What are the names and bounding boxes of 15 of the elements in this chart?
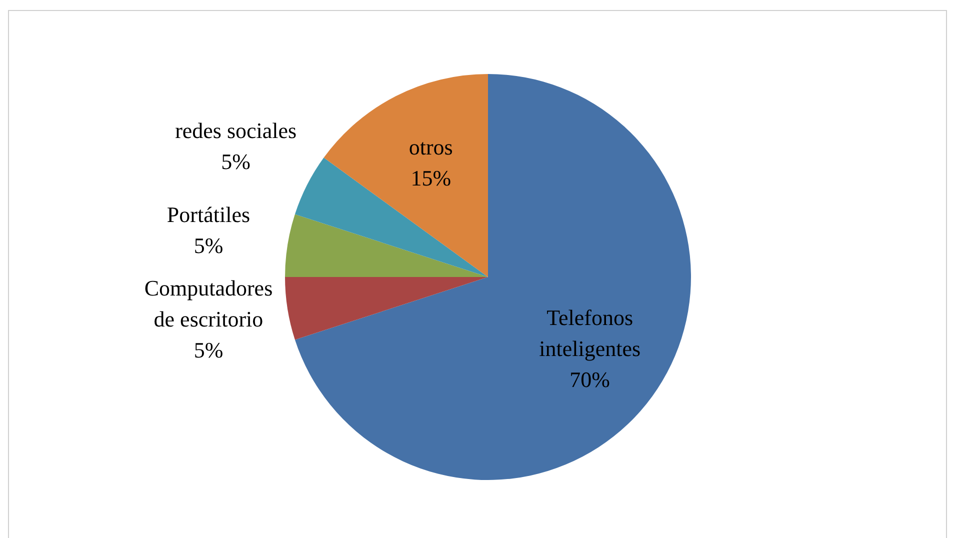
slice-label: redes sociales bbox=[175, 118, 297, 144]
pie-slice bbox=[294, 158, 488, 277]
data-label: 5% bbox=[194, 233, 224, 258]
slice-label: otros bbox=[408, 134, 453, 160]
pie-slice bbox=[294, 74, 691, 480]
data-label: 15% bbox=[410, 165, 452, 190]
data-label: 5% bbox=[194, 337, 224, 362]
pie-slice bbox=[285, 277, 488, 340]
data-label: 70% bbox=[570, 367, 610, 392]
slice-label: Portátiles bbox=[166, 202, 250, 228]
pie-slice bbox=[324, 74, 488, 277]
data-label: 5% bbox=[221, 149, 251, 174]
pie-slice bbox=[285, 214, 488, 277]
slice-label: Computadores de escritorio bbox=[144, 275, 273, 332]
slice-label: Telefonos inteligentes bbox=[539, 305, 641, 362]
